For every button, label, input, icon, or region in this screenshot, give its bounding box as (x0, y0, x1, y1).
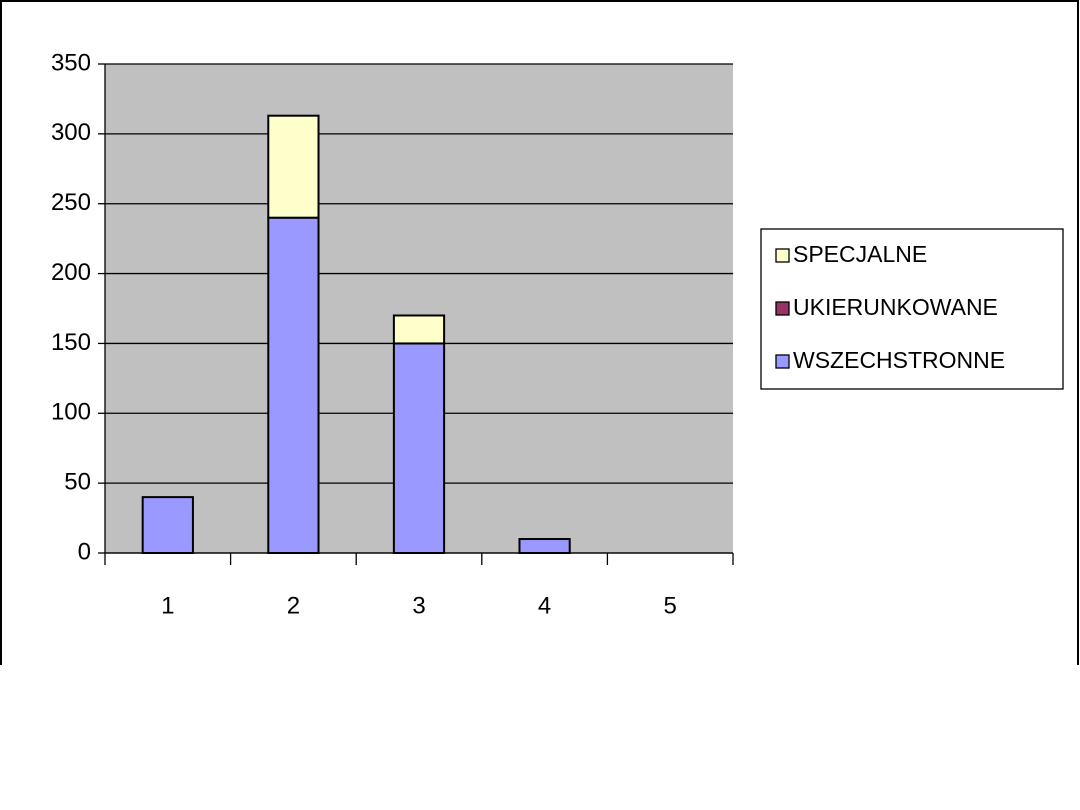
x-tick-label: 1 (161, 592, 174, 619)
bar-segment (518, 538, 571, 554)
bar-segment (267, 114, 320, 219)
page-bottom (0, 665, 1080, 810)
x-tick-label: 5 (664, 592, 677, 619)
y-tick-label: 50 (64, 468, 91, 495)
x-tick-label: 4 (538, 592, 551, 619)
bar-segment (267, 216, 320, 555)
x-tick-label: 2 (287, 592, 300, 619)
legend: SPECJALNE UKIERUNKOWANE WSZECHSTRONNE (760, 228, 1064, 390)
legend-box (760, 228, 1064, 390)
legend-swatch (775, 248, 790, 263)
legend-label: SPECJALNE (793, 241, 927, 267)
y-tick-label: 0 (78, 538, 91, 565)
legend-swatch (775, 354, 790, 369)
x-tick-label: 3 (412, 592, 425, 619)
bar-segment (392, 342, 446, 554)
y-tick-label: 100 (51, 399, 91, 426)
legend-label: WSZECHSTRONNE (793, 347, 1005, 373)
legend-swatch (775, 301, 790, 316)
y-tick-label: 250 (51, 189, 91, 216)
bar-segment (141, 496, 194, 555)
y-tick-label: 300 (51, 119, 91, 146)
y-tick-label: 150 (51, 329, 91, 356)
y-tick-label: 350 (51, 49, 91, 76)
legend-label: UKIERUNKOWANE (793, 294, 998, 320)
bar-segment (392, 314, 446, 345)
y-tick-label: 200 (51, 259, 91, 286)
